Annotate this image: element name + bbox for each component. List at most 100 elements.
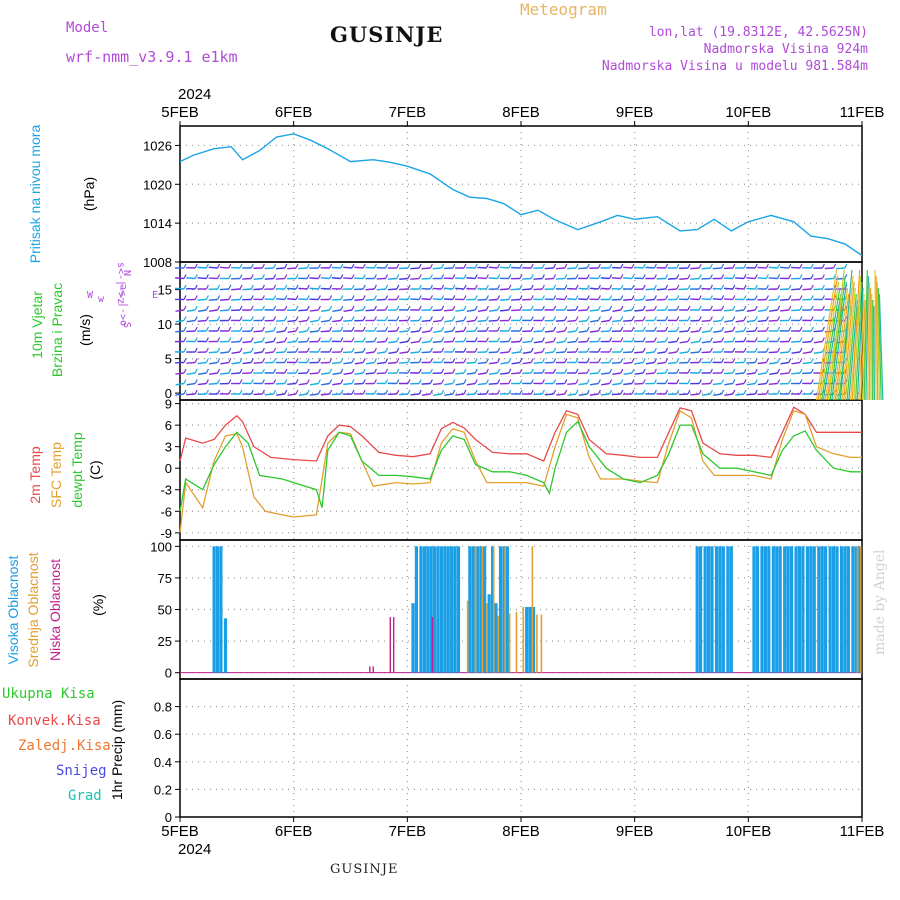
wind-barb-tick	[373, 284, 377, 290]
wind-barb-tick	[541, 326, 545, 332]
bottom-date-label: 6FEB	[275, 823, 313, 840]
wind-barb	[612, 372, 621, 375]
y-tick-label: 0.8	[154, 700, 172, 715]
high-cloud-bar	[490, 546, 495, 673]
wind-barb-tick	[441, 263, 445, 269]
wind-barb-tick	[541, 263, 545, 269]
wind-barb-tick	[620, 284, 624, 290]
wind-barb-tick	[642, 305, 646, 311]
wind-barb-tick	[273, 337, 277, 342]
wind-barb	[567, 382, 577, 385]
wind-barb-tick	[373, 347, 377, 353]
wind-barb	[578, 267, 588, 270]
wind-barb-tick	[609, 284, 613, 290]
wind-barb-fan	[853, 275, 862, 401]
y-tick-label: 75	[158, 571, 172, 586]
wind-barb	[589, 287, 599, 290]
wind-barb	[365, 288, 375, 291]
high-cloud-bar	[763, 546, 767, 673]
wind-barb-tick	[631, 379, 635, 384]
high-cloud-bar	[494, 603, 498, 673]
wind-barb-tick	[553, 284, 557, 290]
wind-barb	[444, 393, 453, 396]
wind-barb-tick	[754, 389, 758, 395]
wind-barb-tick	[575, 305, 579, 311]
wind-barb-tick	[217, 379, 221, 384]
wind-barb-fan	[841, 275, 854, 401]
wind-barb-tick	[373, 379, 377, 384]
wind-barb-tick	[362, 337, 366, 342]
wind-barb-fan	[870, 293, 873, 401]
wind-barb	[769, 309, 778, 312]
wind-barb	[421, 319, 431, 323]
wind-barb-tick	[239, 337, 243, 342]
wind-barb-tick	[340, 326, 344, 332]
wind-barb-tick	[508, 358, 512, 363]
wind-barb-tick	[463, 358, 467, 363]
wind-barb	[746, 393, 756, 396]
wind-barb-tick	[306, 358, 310, 363]
wind-barb	[768, 351, 778, 354]
wind-barb	[690, 277, 700, 280]
wind-barb-tick	[553, 358, 557, 363]
wind-barb-tick	[295, 347, 299, 353]
wind-barb-tick	[620, 274, 624, 279]
wind-barb-tick	[631, 274, 635, 279]
wind-barb-tick	[485, 284, 489, 290]
wind-barb	[555, 267, 565, 270]
wind-barb-tick	[519, 295, 523, 300]
wind-barb-tick	[441, 368, 445, 374]
wind-barb	[477, 309, 487, 313]
wind-barb	[231, 372, 241, 375]
wind-barb-tick	[474, 274, 478, 279]
wind-barb-tick	[317, 379, 321, 384]
wind-barb	[634, 298, 644, 301]
wind-barb	[309, 382, 319, 386]
wind-barb-fan	[865, 275, 870, 401]
wind-barb	[466, 319, 476, 323]
wind-barb	[724, 330, 733, 333]
wind-barb-fan	[866, 281, 871, 401]
wind-barb-tick	[329, 347, 333, 353]
wind-barb-tick	[597, 263, 601, 269]
high-cloud-bar	[775, 546, 779, 673]
wind-barb-tick	[732, 284, 736, 290]
wind-barb-tick	[194, 326, 198, 332]
wind-barb-tick	[474, 326, 478, 332]
mid-cloud-bar	[536, 614, 538, 673]
wind-barb-tick	[743, 358, 747, 363]
wind-barb	[634, 382, 644, 385]
mid-cloud-bar	[531, 546, 534, 673]
model-name: wrf-nmm_v3.9.1 e1km	[66, 48, 238, 66]
wind-barb-tick	[396, 263, 400, 269]
wind-barb-tick	[362, 263, 366, 269]
high-cloud-bar	[502, 546, 506, 673]
wind-barb-tick	[485, 305, 489, 311]
wind-barb-tick	[497, 389, 501, 395]
wind-barb	[298, 267, 308, 270]
wind-barb-tick	[609, 263, 613, 269]
wind-barb-tick	[385, 347, 389, 353]
wind-barb	[320, 330, 330, 333]
wind-barb-tick	[418, 274, 422, 279]
wind-barb-tick	[709, 305, 713, 311]
sfc-temp-axis-label: SFC Temp	[48, 442, 64, 508]
wind-barb-fan	[824, 299, 843, 401]
high-cloud-bar	[854, 546, 858, 673]
wind-barb-tick	[586, 368, 590, 374]
wind-barb-tick	[799, 358, 803, 363]
wind-barb-tick	[261, 295, 265, 300]
wind-barb-tick	[373, 326, 377, 332]
wind-barb-tick	[452, 358, 456, 363]
wind-barb-tick	[261, 326, 265, 332]
wind-barb-fan	[851, 269, 861, 401]
wind-barb	[679, 277, 689, 280]
wind-barb	[656, 372, 666, 375]
wind-barb-tick	[687, 274, 691, 279]
wind-barb	[376, 340, 386, 344]
wind-barb-tick	[362, 358, 366, 363]
wind-barb-tick	[530, 326, 534, 332]
mid-cloud-bar	[481, 546, 484, 673]
wind-barb-tick	[463, 263, 467, 269]
wind-barb	[287, 393, 297, 397]
